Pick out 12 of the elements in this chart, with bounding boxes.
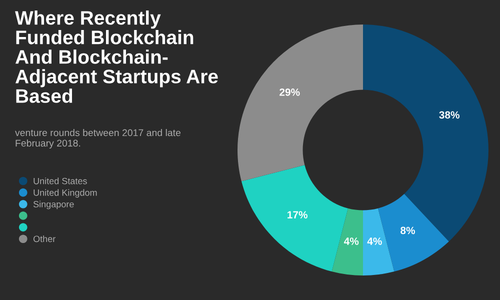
data-label: 17% [288, 211, 308, 218]
text: Where Recently Funded Blockchain And Blockchain- Adjacent Startups Are Based [15, 10, 218, 103]
data-label: 29% [280, 88, 300, 96]
legend-label: Other [33, 235, 56, 242]
text: venture rounds between 2017 and late February 2018. [15, 129, 181, 149]
legend-label: Singapore [33, 200, 74, 210]
data-label: 4% [367, 238, 382, 245]
data-label: 4% [344, 238, 359, 245]
legend-label: United States [34, 178, 87, 184]
data-label: 38% [439, 111, 460, 119]
data-label: 8% [400, 226, 415, 234]
legend-label: United Kingdom [34, 189, 97, 198]
